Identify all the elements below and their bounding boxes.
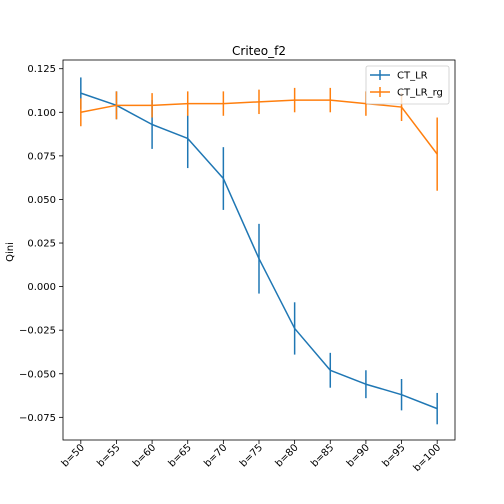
y-tick-label: 0.125 xyxy=(27,64,56,75)
y-axis-label: Qini xyxy=(5,242,16,262)
y-tick-label: 0.000 xyxy=(27,282,56,293)
y-tick-label: 0.025 xyxy=(27,239,56,250)
y-tick-label: −0.075 xyxy=(19,413,56,424)
axes-frame xyxy=(62,59,456,441)
y-tick-label: 0.050 xyxy=(27,195,56,206)
chart-title: Criteo_f2 xyxy=(232,44,286,58)
legend-label: CT_LR xyxy=(397,71,428,82)
y-tick-label: −0.025 xyxy=(19,326,56,337)
legend: CT_LR CT_LR_rg xyxy=(365,65,450,105)
y-tick-label: 0.075 xyxy=(27,151,56,162)
y-tick-label: 0.100 xyxy=(27,108,56,119)
legend-label: CT_LR_rg xyxy=(397,88,443,99)
y-tick-label: −0.050 xyxy=(19,369,56,380)
